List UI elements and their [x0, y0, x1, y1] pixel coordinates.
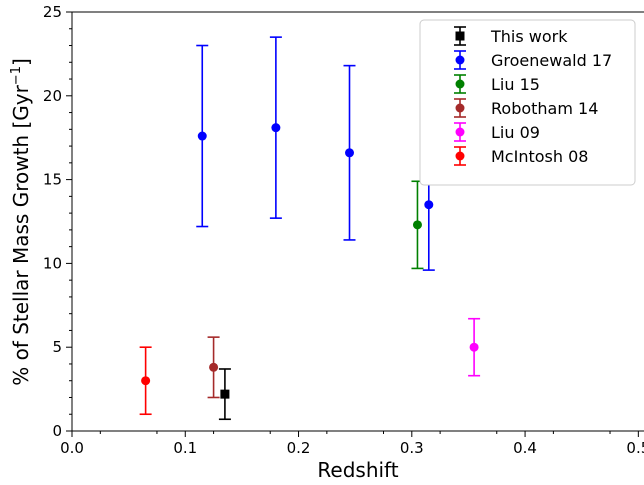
legend-marker — [455, 79, 465, 89]
legend-box — [419, 19, 636, 186]
legend-marker — [455, 103, 465, 113]
x-tick-label: 0.5 — [626, 439, 644, 457]
legend: This work Groenewald 17 Liu 15 Robotham 14 L… — [419, 19, 636, 186]
x-tick-label: 0.1 — [173, 439, 197, 457]
legend-entry-groenewald-17: Groenewald 17 — [454, 50, 612, 70]
series-mcintosh-08 — [139, 346, 152, 416]
data-point — [220, 389, 230, 399]
legend-label: Robotham 14 — [491, 99, 598, 118]
legend-label: Liu 09 — [491, 123, 540, 142]
series-robotham-14 — [207, 336, 220, 399]
legend-label: McIntosh 08 — [491, 147, 588, 166]
x-tick-label: 0.3 — [400, 439, 424, 457]
data-point — [141, 376, 151, 386]
legend-entry-this-work: This work — [454, 26, 568, 46]
y-tick-label: 25 — [43, 3, 62, 21]
legend-label: Groenewald 17 — [491, 51, 612, 70]
series-liu-09 — [468, 317, 481, 377]
data-point — [197, 131, 207, 141]
y-tick-label: 15 — [43, 171, 62, 189]
x-tick-label: 0.2 — [287, 439, 311, 457]
legend-label: This work — [490, 27, 568, 46]
data-point — [469, 342, 479, 352]
y-axis-label: % of Stellar Mass Growth [Gyr−1] — [9, 58, 33, 386]
series-this-work — [218, 368, 231, 421]
axes: 0.0 0.1 0.2 0.3 0.4 0.5 0 5 10 15 20 25 — [43, 3, 644, 457]
series-groenewald-17 — [196, 36, 435, 271]
legend-marker — [455, 55, 465, 65]
data-point — [424, 200, 434, 210]
legend-entry-liu-09: Liu 09 — [454, 122, 540, 142]
x-tick-label: 0.0 — [60, 439, 84, 457]
legend-marker — [455, 127, 465, 137]
y-tick-label: 0 — [52, 422, 62, 440]
y-axis-label-main: % of Stellar Mass Growth [Gyr — [9, 84, 33, 385]
y-axis-label-close: ] — [9, 58, 33, 66]
legend-entry-robotham-14: Robotham 14 — [454, 98, 598, 118]
legend-entry-liu-15: Liu 15 — [454, 74, 540, 94]
legend-marker — [455, 31, 465, 41]
y-tick-label: 20 — [43, 87, 62, 105]
legend-label: Liu 15 — [491, 75, 540, 94]
data-series — [139, 36, 481, 421]
y-tick-label: 10 — [43, 254, 62, 272]
legend-marker — [455, 151, 465, 161]
data-point — [412, 220, 422, 230]
data-point — [345, 148, 355, 158]
data-point — [209, 362, 219, 372]
data-point — [271, 123, 281, 133]
legend-entry-mcintosh-08: McIntosh 08 — [454, 146, 588, 166]
x-axis-label: Redshift — [317, 458, 398, 482]
y-tick-label: 5 — [52, 338, 62, 356]
y-axis-label-superscript: −1 — [9, 66, 24, 85]
series-liu-15 — [411, 180, 424, 270]
x-tick-label: 0.4 — [513, 439, 537, 457]
